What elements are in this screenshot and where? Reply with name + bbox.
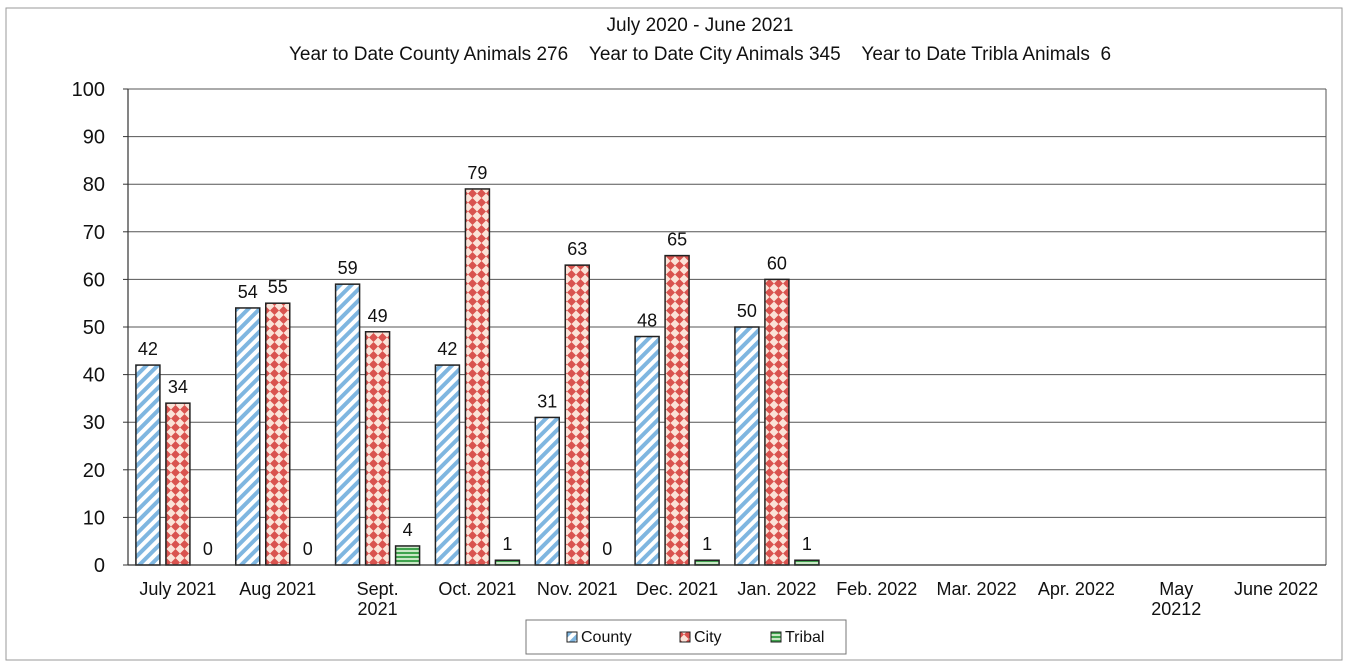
legend-label-city: City xyxy=(694,629,722,646)
y-tick-label: 60 xyxy=(83,269,105,291)
legend: County City Tribal xyxy=(525,619,847,655)
bar-city xyxy=(464,188,491,566)
gridlines xyxy=(128,88,1327,565)
data-label-city: 79 xyxy=(467,163,487,183)
data-label-city: 49 xyxy=(368,306,388,326)
data-label-city: 65 xyxy=(667,230,687,250)
bar-county xyxy=(634,335,660,566)
bar-city xyxy=(764,278,790,566)
bar-tribal xyxy=(494,559,521,566)
legend-swatch-city xyxy=(679,631,691,643)
y-tick-label: 80 xyxy=(83,174,105,196)
legend-swatch-tribal xyxy=(770,631,782,643)
y-tick-label: 20 xyxy=(83,460,105,482)
x-tick-label: 20212 xyxy=(1151,599,1201,619)
data-label-county: 50 xyxy=(737,301,757,321)
x-tick-label: Mar. 2022 xyxy=(937,579,1017,599)
data-label-tribal: 4 xyxy=(403,520,413,540)
bar-tribal xyxy=(394,545,421,566)
x-tick-label: July 2021 xyxy=(139,579,216,599)
y-tick-label: 90 xyxy=(83,127,105,149)
bar-city xyxy=(364,331,391,566)
x-tick-label: 2021 xyxy=(358,599,398,619)
chart-subtitle: Year to Date County Animals 276 Year to … xyxy=(289,44,1111,65)
y-tick-label: 100 xyxy=(72,79,105,101)
bar-county xyxy=(534,416,560,566)
y-tick-label: 10 xyxy=(83,507,105,529)
bar-city xyxy=(165,402,191,566)
data-label-tribal: 1 xyxy=(702,534,712,554)
y-tick-label: 0 xyxy=(94,555,105,577)
data-label-county: 59 xyxy=(338,258,358,278)
chart-title: July 2020 - June 2021 xyxy=(607,15,794,36)
data-label-city: 63 xyxy=(567,239,587,259)
data-label-county: 31 xyxy=(537,391,557,411)
bar-county xyxy=(434,364,461,566)
data-labels: 42 34 0 54 55 0 59 49 4 42 79 1 31 63 0 48 65 1 50 60 1 xyxy=(138,163,812,559)
x-tick-label: Sept. xyxy=(357,579,399,599)
data-label-county: 48 xyxy=(637,311,657,331)
bar-county xyxy=(334,283,361,566)
bar-city xyxy=(265,302,291,566)
x-tick-label: Apr. 2022 xyxy=(1038,579,1115,599)
y-tick-label: 70 xyxy=(83,222,105,244)
data-label-city: 60 xyxy=(767,253,787,273)
bar-county xyxy=(135,364,161,566)
data-label-city: 55 xyxy=(268,277,288,297)
bar-city xyxy=(564,264,590,566)
bar-city xyxy=(664,254,690,566)
data-label-city: 34 xyxy=(168,377,188,397)
data-label-tribal: 0 xyxy=(303,539,313,559)
y-tick-label: 50 xyxy=(83,317,105,339)
x-tick-label: Aug 2021 xyxy=(239,579,316,599)
bar-tribal xyxy=(694,559,720,566)
legend-label-county: County xyxy=(581,629,632,646)
data-label-tribal: 0 xyxy=(602,539,612,559)
data-label-tribal: 1 xyxy=(802,534,812,554)
bar-county xyxy=(235,307,261,566)
legend-swatch-county xyxy=(566,631,578,643)
legend-label-tribal: Tribal xyxy=(785,629,824,646)
x-tick-label: Nov. 2021 xyxy=(537,579,618,599)
x-tick-label: June 2022 xyxy=(1234,579,1318,599)
x-tick-label: Oct. 2021 xyxy=(438,579,516,599)
x-tick-label: May xyxy=(1159,579,1193,599)
bar-county xyxy=(734,326,760,566)
data-label-county: 42 xyxy=(138,339,158,359)
x-tick-label: Dec. 2021 xyxy=(636,579,718,599)
data-label-county: 54 xyxy=(238,282,258,302)
bar-tribal xyxy=(794,559,820,566)
x-tick-label: Feb. 2022 xyxy=(836,579,917,599)
data-label-tribal: 0 xyxy=(203,539,213,559)
y-tick-label: 40 xyxy=(83,365,105,387)
x-tick-label: Jan. 2022 xyxy=(737,579,816,599)
y-tick-label: 30 xyxy=(83,412,105,434)
data-label-county: 42 xyxy=(437,339,457,359)
data-label-tribal: 1 xyxy=(502,534,512,554)
bars xyxy=(135,188,820,566)
